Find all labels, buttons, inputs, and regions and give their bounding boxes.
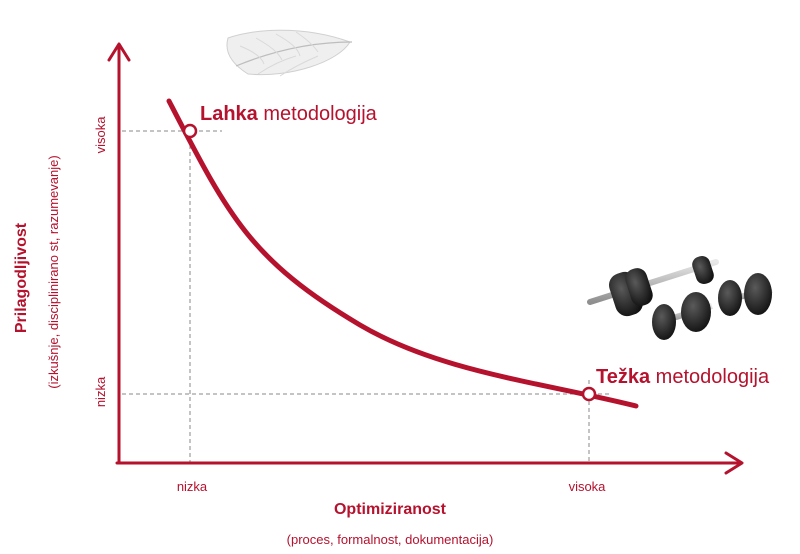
label-light-rest: metodologija: [258, 103, 378, 125]
x-tick-high: visoka: [569, 479, 607, 494]
axes: [107, 42, 744, 475]
y-axis-arrow: [107, 42, 131, 62]
marker-heavy: [581, 386, 597, 402]
y-axis-title: Prilagodljivost: [13, 222, 30, 333]
feather-icon: [226, 29, 353, 77]
x-axis-arrow: [724, 451, 744, 475]
label-light-bold: Lahka: [200, 103, 259, 125]
y-tick-high: visoka: [93, 116, 108, 154]
y-axis-subtitle: (izkušnje, disciplinirano st, razumevanj…: [46, 155, 61, 388]
x-tick-low: nizka: [177, 479, 208, 494]
marker-light: [182, 123, 198, 139]
x-axis-subtitle: (proces, formalnost, dokumentacija): [287, 532, 494, 547]
label-heavy-rest: metodologija: [650, 366, 770, 388]
tradeoff-curve: [166, 98, 639, 409]
dumbbells-icon: [587, 255, 773, 340]
guide-lines: [122, 130, 612, 463]
x-axis-title: Optimiziranost: [334, 501, 447, 518]
y-tick-low: nizka: [93, 376, 108, 407]
label-heavy-methodology: Težka metodologija: [596, 366, 770, 388]
label-light-methodology: Lahka metodologija: [200, 103, 378, 125]
label-heavy-bold: Težka: [596, 366, 651, 388]
